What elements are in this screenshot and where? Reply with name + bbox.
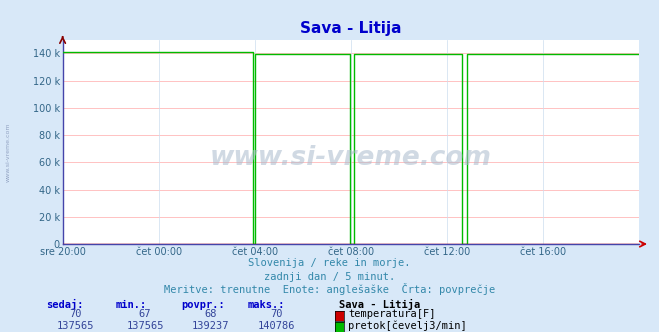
Text: 70: 70 (70, 309, 82, 319)
Text: temperatura[F]: temperatura[F] (348, 309, 436, 319)
Text: www.si-vreme.com: www.si-vreme.com (210, 145, 492, 171)
Text: 139237: 139237 (192, 321, 229, 331)
Text: zadnji dan / 5 minut.: zadnji dan / 5 minut. (264, 272, 395, 282)
Text: www.si-vreme.com: www.si-vreme.com (5, 123, 11, 183)
Text: Sava - Litija: Sava - Litija (339, 299, 420, 310)
Title: Sava - Litija: Sava - Litija (300, 21, 402, 36)
Text: 140786: 140786 (258, 321, 295, 331)
Text: 67: 67 (139, 309, 151, 319)
Text: maks.:: maks.: (247, 300, 285, 310)
Text: 137565: 137565 (127, 321, 163, 331)
Text: Slovenija / reke in morje.: Slovenija / reke in morje. (248, 258, 411, 268)
Text: Meritve: trenutne  Enote: anglešaške  Črta: povprečje: Meritve: trenutne Enote: anglešaške Črta… (164, 284, 495, 295)
Text: pretok[čevelj3/min]: pretok[čevelj3/min] (348, 320, 467, 331)
Text: 70: 70 (271, 309, 283, 319)
Text: 68: 68 (205, 309, 217, 319)
Text: 137565: 137565 (57, 321, 94, 331)
Text: min.:: min.: (115, 300, 146, 310)
Text: sedaj:: sedaj: (46, 299, 84, 310)
Text: povpr.:: povpr.: (181, 300, 225, 310)
